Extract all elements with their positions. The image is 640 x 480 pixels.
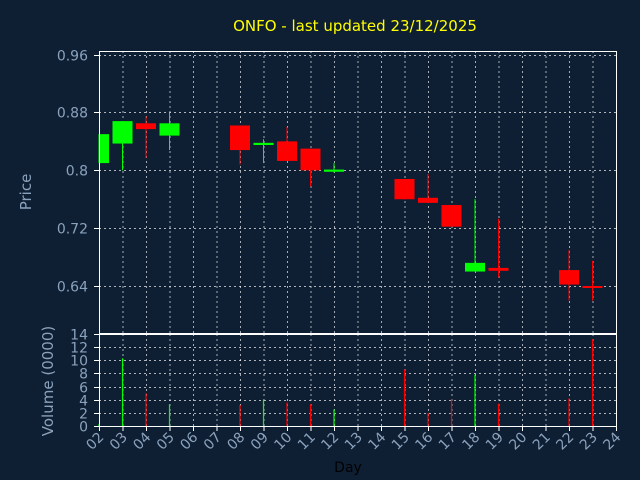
x-tick-label: 09	[248, 430, 272, 454]
candle	[441, 205, 462, 227]
price-y-tick-label: 0.64	[57, 280, 88, 296]
volume-y-tick-label: 8	[79, 367, 88, 383]
price-grid	[99, 51, 617, 333]
candle	[253, 139, 274, 164]
candle-body	[418, 197, 438, 203]
candle-body	[441, 205, 462, 227]
volume-y-tick-label: 6	[79, 381, 88, 397]
price-axis-label: Price	[17, 174, 35, 211]
candle-body	[230, 125, 250, 151]
candle-body	[300, 148, 321, 171]
candle	[300, 148, 321, 187]
volume-y-tick-label: 10	[70, 354, 88, 370]
volume-y-tick-label: 0	[79, 420, 88, 436]
x-tick-label: 24	[600, 429, 624, 453]
candle	[277, 126, 297, 161]
candle-body	[559, 270, 579, 285]
candle-body	[112, 121, 133, 144]
candle-body	[465, 262, 485, 272]
volume-y-tick-label: 2	[79, 407, 88, 423]
candle-body	[582, 286, 603, 288]
candle	[465, 199, 485, 272]
candle-body	[394, 178, 415, 200]
price-panel: 0.64 0.72 0.8 0.88 0.96 Price	[17, 49, 617, 334]
x-tick-label: 12	[318, 430, 342, 454]
candle	[418, 173, 438, 203]
x-tick-label: 05	[154, 430, 178, 454]
x-tick-label: 21	[530, 430, 554, 454]
candle-body	[277, 141, 297, 161]
candle	[559, 249, 579, 301]
x-tick-label: 04	[130, 429, 154, 453]
candle	[230, 125, 250, 165]
x-tick-label: 17	[436, 430, 460, 454]
volume-bars	[98, 339, 594, 426]
price-frame	[99, 51, 617, 334]
x-tick-label: 07	[201, 430, 225, 454]
candle	[98, 134, 109, 164]
x-tick-label: 20	[506, 430, 530, 454]
x-tick-label: 19	[483, 430, 507, 454]
volume-y-tick-label: 14	[70, 328, 88, 344]
chart-title: ONFO - last updated 23/12/2025	[233, 17, 477, 35]
x-tick-label: 16	[412, 429, 436, 453]
price-y-tick-label: 0.96	[57, 49, 88, 65]
volume-y-tick-label: 12	[70, 341, 88, 357]
price-y-tick-label: 0.8	[66, 164, 88, 180]
candle-body	[253, 142, 274, 145]
price-y-tick-label: 0.88	[57, 106, 88, 122]
candle-body	[488, 267, 509, 271]
candle	[488, 218, 509, 278]
candle	[324, 163, 344, 173]
volume-axis-label: Volume (0000)	[39, 326, 57, 436]
x-tick-label: 10	[271, 430, 295, 454]
x-tick-label: 14	[365, 429, 389, 453]
x-tick-label: 06	[177, 429, 201, 453]
candle-body	[159, 123, 180, 136]
volume-x-ticks: 02 03 04 05 06 07 08 09 10 11 12 13 14 15 16 17 18 19 20 21…	[83, 426, 624, 453]
candle	[112, 121, 133, 171]
candle-body	[136, 123, 156, 130]
volume-y-tick-label: 4	[79, 394, 88, 410]
x-tick-label: 03	[107, 430, 131, 454]
candle	[159, 112, 180, 151]
price-candles	[98, 112, 603, 301]
x-tick-label: 11	[295, 430, 319, 454]
candle	[394, 178, 415, 200]
x-tick-label: 15	[389, 430, 413, 454]
candle-body	[324, 169, 344, 172]
x-tick-label: 13	[342, 430, 366, 454]
x-tick-label: 08	[224, 430, 248, 454]
volume-grid	[99, 334, 617, 427]
x-tick-label: 18	[459, 430, 483, 454]
candle	[582, 260, 603, 301]
price-y-ticks: 0.64 0.72 0.8 0.88 0.96	[57, 49, 99, 296]
x-tick-label: 23	[577, 430, 601, 454]
candle	[136, 116, 156, 159]
price-y-tick-label: 0.72	[57, 222, 88, 238]
candle-body	[99, 134, 109, 164]
x-axis-label: Day	[334, 460, 362, 476]
x-tick-label: 22	[553, 430, 577, 454]
